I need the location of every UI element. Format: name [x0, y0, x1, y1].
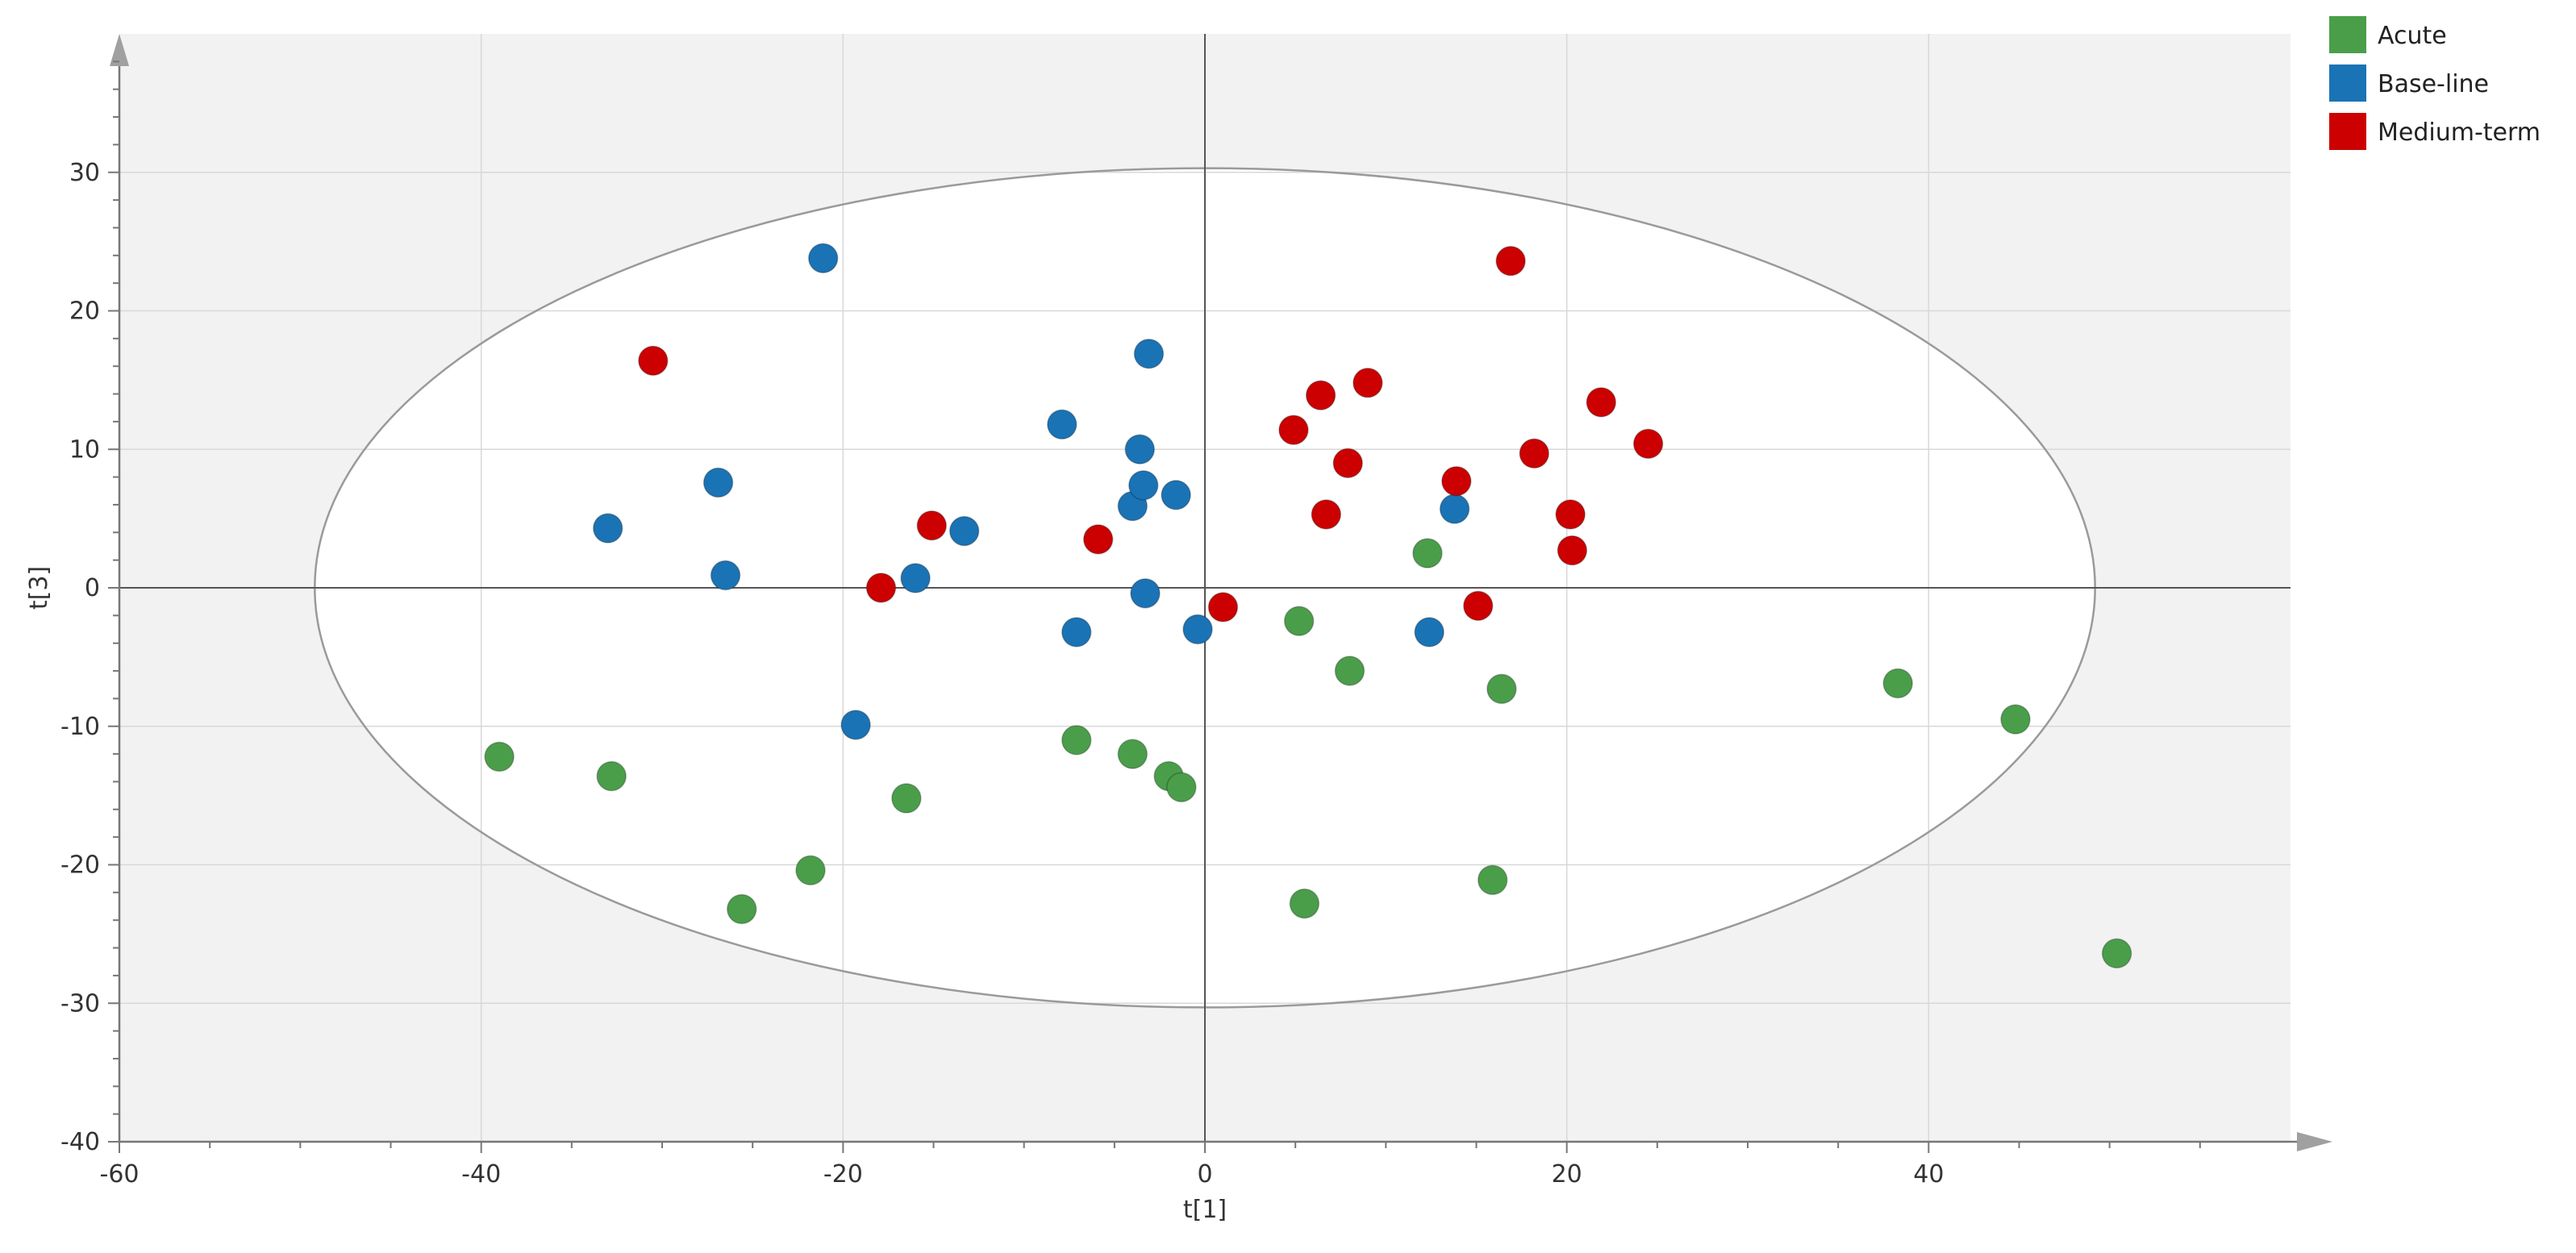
data-point-medium-term	[1207, 592, 1239, 622]
x-tick-label: 20	[1552, 1160, 1582, 1188]
data-point-base-line	[1414, 617, 1444, 647]
legend-swatch	[2329, 16, 2366, 53]
x-tick-label: -60	[100, 1160, 140, 1188]
x-axis-arrow	[2297, 1132, 2332, 1151]
data-point-base-line	[1124, 434, 1155, 464]
data-point-medium-term	[1462, 590, 1494, 622]
data-point-base-line	[1439, 493, 1470, 524]
data-point-acute	[1882, 668, 1913, 699]
data-point-medium-term	[1278, 414, 1309, 445]
data-point-acute	[1412, 538, 1443, 568]
data-point-base-line	[900, 563, 931, 593]
legend-label: Medium-term	[2378, 119, 2541, 147]
data-point-medium-term	[1332, 448, 1363, 479]
data-point-base-line	[702, 467, 734, 498]
x-tick-label: -40	[461, 1160, 501, 1188]
y-axis-title: t[3]	[25, 566, 53, 610]
data-point-medium-term	[1557, 535, 1588, 566]
y-tick-label: 20	[69, 298, 100, 326]
data-point-base-line	[1047, 409, 1078, 440]
data-point-base-line	[1128, 470, 1159, 501]
data-point-medium-term	[1632, 428, 1664, 460]
legend-swatch	[2329, 65, 2366, 102]
data-point-base-line	[592, 513, 623, 543]
y-tick-label: 30	[69, 159, 100, 187]
data-point-acute	[484, 741, 515, 772]
data-point-acute	[1061, 725, 1092, 756]
y-axis-ticks: -40 -30 -20 -10 0 10 20 30	[60, 60, 119, 1156]
data-point-medium-term	[1311, 499, 1342, 530]
data-point-medium-term	[865, 572, 897, 603]
data-point-medium-term	[1441, 466, 1472, 497]
data-points	[484, 243, 2132, 969]
data-point-acute	[1477, 864, 1508, 896]
data-point-medium-term	[638, 345, 669, 377]
data-point-medium-term	[916, 510, 948, 541]
y-tick-label: -10	[60, 713, 100, 741]
data-point-acute	[2101, 938, 2132, 969]
data-point-base-line	[1133, 338, 1165, 369]
data-point-acute	[1486, 673, 1517, 705]
data-point-base-line	[1130, 578, 1161, 609]
legend-label: Base-line	[2378, 70, 2489, 98]
zero-lines	[119, 34, 2290, 1142]
data-point-acute	[596, 760, 627, 792]
data-point-acute	[726, 893, 757, 925]
data-point-medium-term	[1586, 387, 1617, 418]
data-point-medium-term	[1555, 499, 1586, 530]
data-point-base-line	[1182, 614, 1213, 645]
data-point-medium-term	[1305, 380, 1336, 411]
data-point-base-line	[840, 710, 871, 740]
legend-label: Acute	[2378, 22, 2447, 50]
data-point-acute	[2000, 704, 2031, 735]
x-axis-ticks: -60 -40 -20 0 20 40	[100, 1142, 2201, 1188]
data-point-base-line	[807, 243, 839, 273]
y-tick-label: -20	[60, 851, 100, 880]
legend-swatch	[2329, 113, 2366, 150]
data-point-medium-term	[1353, 368, 1383, 398]
x-tick-label: -20	[823, 1160, 863, 1188]
y-tick-label: -30	[60, 989, 100, 1018]
data-point-acute	[1283, 606, 1315, 636]
y-axis-arrow	[110, 34, 129, 66]
axes	[110, 34, 2332, 1151]
data-point-acute	[795, 855, 826, 886]
data-point-acute	[1166, 772, 1197, 803]
data-point-acute	[1117, 739, 1148, 769]
x-tick-label: 40	[1913, 1160, 1944, 1188]
legend: Acute Base-line Medium-term	[2329, 16, 2541, 150]
data-point-medium-term	[1495, 245, 1526, 277]
x-tick-label: 0	[1197, 1160, 1212, 1188]
data-point-acute	[891, 783, 922, 814]
x-axis-title: t[1]	[1183, 1196, 1227, 1224]
data-point-base-line	[948, 515, 980, 547]
y-tick-label: -40	[60, 1128, 100, 1156]
y-tick-label: 10	[69, 435, 100, 464]
data-point-base-line	[710, 560, 741, 591]
data-point-medium-term	[1082, 524, 1114, 555]
data-point-base-line	[1161, 480, 1191, 510]
data-point-acute	[1289, 888, 1320, 919]
data-point-medium-term	[1519, 438, 1550, 469]
y-tick-label: 0	[85, 574, 100, 602]
data-point-base-line	[1061, 617, 1092, 647]
data-point-acute	[1334, 656, 1365, 686]
